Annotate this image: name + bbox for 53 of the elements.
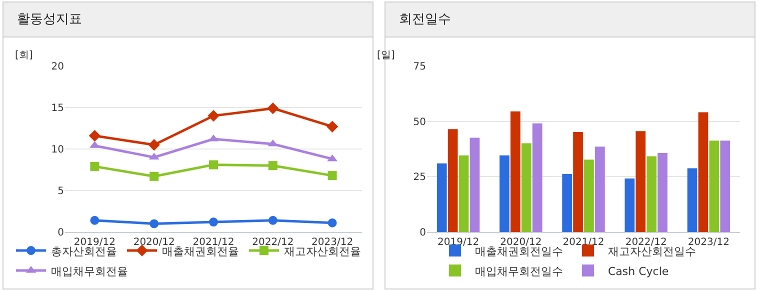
chart-title: 활동성지표: [17, 12, 82, 27]
point: [268, 161, 278, 170]
bar: [720, 140, 730, 232]
bar: [500, 155, 510, 232]
bar: [573, 132, 583, 232]
bar: [458, 155, 469, 232]
bar: [470, 138, 480, 232]
point: [326, 120, 338, 132]
y-tick-label: 25: [413, 172, 426, 184]
point: [209, 160, 218, 170]
point: [90, 162, 100, 171]
y-tick-label: 20: [51, 62, 64, 72]
y-tick-label: 10: [51, 144, 64, 156]
point: [327, 154, 338, 162]
bar: [646, 156, 657, 232]
point: [208, 110, 220, 122]
bar: [521, 143, 532, 232]
point: [267, 102, 279, 114]
y-tick-label: 0: [420, 228, 426, 238]
bar: [448, 129, 458, 232]
bar: [698, 112, 708, 232]
point: [328, 218, 337, 228]
bar: [532, 123, 542, 232]
bar: [595, 146, 605, 232]
bar: [687, 168, 698, 232]
point: [148, 139, 160, 151]
point: [268, 216, 278, 225]
bar: [658, 152, 668, 232]
bar: [436, 163, 447, 232]
legend-label: Cash Cycle: [608, 264, 669, 278]
legend-label: 매입채무회전일수: [475, 264, 563, 278]
y-tick-label: 75: [413, 62, 426, 72]
chart-title: 회전일수: [399, 12, 451, 27]
y-tick-label: 15: [51, 103, 64, 114]
bar: [636, 131, 646, 232]
point: [90, 216, 100, 225]
bar: [584, 160, 594, 232]
bar: [510, 111, 520, 232]
y-axis-title: [회]: [15, 50, 33, 61]
x-tick-label: 2021/12: [562, 237, 604, 248]
bar: [624, 178, 635, 232]
point: [150, 219, 159, 228]
point: [209, 218, 218, 227]
bar: [709, 140, 720, 232]
y-tick-label: 5: [58, 186, 64, 197]
point: [328, 171, 337, 180]
y-tick-label: 50: [413, 116, 426, 128]
y-axis-title: [일]: [377, 50, 395, 61]
point: [150, 172, 159, 181]
bar: [562, 174, 572, 232]
y-tick-label: 0: [58, 228, 64, 238]
point: [88, 130, 101, 142]
legend-label: 매입채무회전율: [51, 264, 128, 278]
